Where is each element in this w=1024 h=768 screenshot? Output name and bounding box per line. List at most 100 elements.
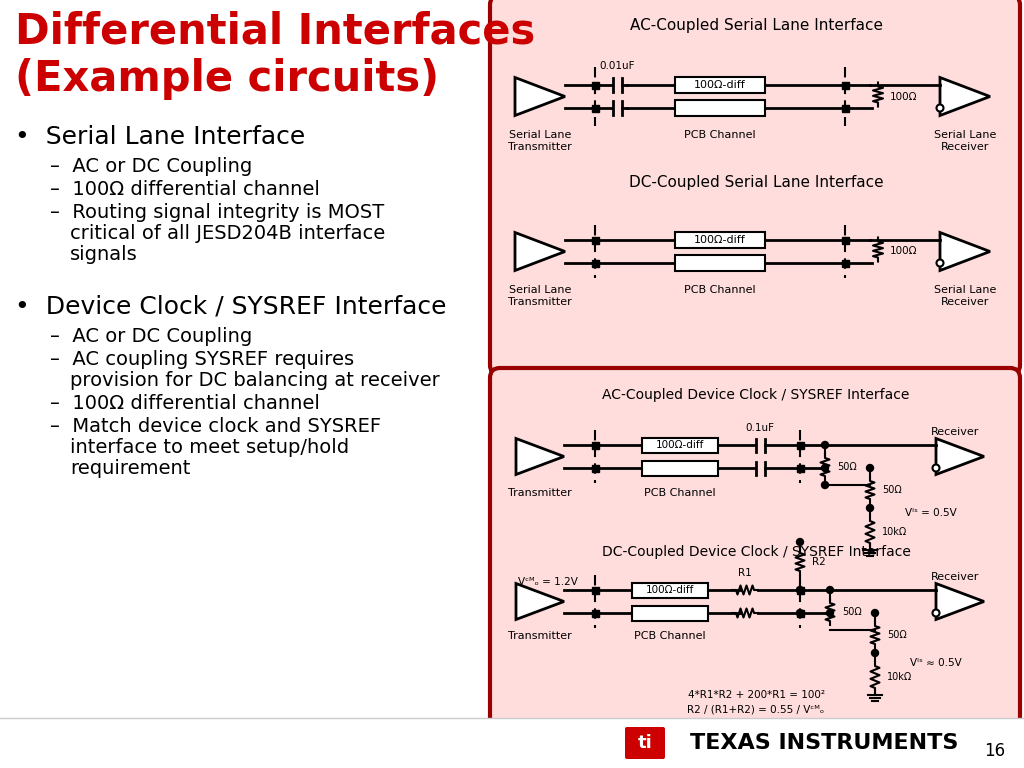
Bar	[632, 605, 708, 621]
Text: 100Ω-diff: 100Ω-diff	[655, 440, 705, 450]
FancyBboxPatch shape	[490, 0, 1020, 375]
Polygon shape	[936, 439, 984, 475]
Text: 100Ω-diff: 100Ω-diff	[646, 585, 694, 595]
Text: –  AC coupling SYSREF requires: – AC coupling SYSREF requires	[50, 350, 354, 369]
Circle shape	[866, 465, 873, 472]
Bar	[632, 582, 708, 598]
Text: 100Ω-diff: 100Ω-diff	[694, 80, 745, 90]
Text: Receiver: Receiver	[931, 427, 979, 437]
Bar	[642, 438, 718, 452]
Text: 100Ω-diff: 100Ω-diff	[694, 235, 745, 245]
Circle shape	[871, 650, 879, 657]
Circle shape	[933, 465, 939, 472]
Bar	[592, 442, 598, 449]
Text: Vᴵˢ ≈ 0.5V: Vᴵˢ ≈ 0.5V	[910, 658, 962, 668]
Text: signals: signals	[70, 245, 138, 264]
Text: 0.1uF: 0.1uF	[745, 423, 774, 433]
Text: DC-Coupled Device Clock / SYSREF Interface: DC-Coupled Device Clock / SYSREF Interfa…	[601, 545, 910, 559]
Text: 50Ω: 50Ω	[842, 607, 862, 617]
Text: Serial Lane
Transmitter: Serial Lane Transmitter	[508, 285, 571, 306]
FancyBboxPatch shape	[625, 727, 665, 759]
Text: Receiver: Receiver	[931, 572, 979, 582]
Text: •  Device Clock / SYSREF Interface: • Device Clock / SYSREF Interface	[15, 295, 446, 319]
Text: PCB Channel: PCB Channel	[644, 488, 716, 498]
Text: Vᴵˢ = 0.5V: Vᴵˢ = 0.5V	[905, 508, 956, 518]
Text: AC-Coupled Device Clock / SYSREF Interface: AC-Coupled Device Clock / SYSREF Interfa…	[602, 388, 909, 402]
Text: PCB Channel: PCB Channel	[684, 285, 756, 295]
Text: TEXAS INSTRUMENTS: TEXAS INSTRUMENTS	[690, 733, 958, 753]
Circle shape	[871, 610, 879, 617]
Text: R1: R1	[738, 568, 752, 578]
Bar	[642, 461, 718, 475]
FancyBboxPatch shape	[490, 368, 1020, 756]
Polygon shape	[515, 233, 565, 270]
Circle shape	[933, 610, 939, 617]
Text: •  Serial Lane Interface: • Serial Lane Interface	[15, 125, 305, 149]
Circle shape	[821, 482, 828, 488]
Text: Serial Lane
Receiver: Serial Lane Receiver	[934, 130, 996, 151]
Text: Transmitter: Transmitter	[508, 488, 571, 498]
Circle shape	[797, 610, 804, 617]
Bar	[592, 237, 598, 243]
Text: –  100Ω differential channel: – 100Ω differential channel	[50, 394, 319, 413]
Text: R2 / (R1+R2) = 0.55 / Vᶜᴹₒ: R2 / (R1+R2) = 0.55 / Vᶜᴹₒ	[687, 704, 824, 714]
Text: critical of all JESD204B interface: critical of all JESD204B interface	[70, 224, 385, 243]
Text: –  AC or DC Coupling: – AC or DC Coupling	[50, 327, 252, 346]
Circle shape	[937, 260, 943, 266]
Bar	[675, 255, 765, 271]
Bar	[797, 465, 804, 472]
Circle shape	[821, 465, 828, 472]
Text: Serial Lane
Transmitter: Serial Lane Transmitter	[508, 130, 571, 151]
Text: –  AC or DC Coupling: – AC or DC Coupling	[50, 157, 252, 176]
Bar	[675, 232, 765, 248]
Text: interface to meet setup/hold: interface to meet setup/hold	[70, 438, 349, 457]
Bar	[797, 442, 804, 449]
Bar	[797, 610, 804, 617]
Circle shape	[797, 587, 804, 594]
Text: AC-Coupled Serial Lane Interface: AC-Coupled Serial Lane Interface	[630, 18, 883, 33]
Circle shape	[866, 505, 873, 511]
Text: Iᴵᶜ (Each Side)= Vᶜᴹₒ / (R1+R2): Iᴵᶜ (Each Side)= Vᶜᴹₒ / (R1+R2)	[677, 718, 835, 728]
Bar	[797, 587, 804, 594]
Text: ti: ti	[638, 734, 652, 752]
Text: 10kΩ: 10kΩ	[882, 527, 907, 537]
Text: requirement: requirement	[70, 459, 190, 478]
Text: –  Routing signal integrity is MOST: – Routing signal integrity is MOST	[50, 203, 384, 222]
Bar	[592, 81, 598, 88]
Bar	[675, 77, 765, 93]
Text: (Example circuits): (Example circuits)	[15, 58, 439, 100]
Text: Vᶜᴹₒ = 1.2V: R1 = 32.3Ω, R2 = 27.3Ω, Iᴵᶜ = 20.1mA: Vᶜᴹₒ = 1.2V: R1 = 32.3Ω, R2 = 27.3Ω, Iᴵᶜ…	[624, 732, 888, 742]
Polygon shape	[515, 78, 565, 115]
Bar	[842, 104, 849, 111]
Circle shape	[797, 538, 804, 545]
Text: Serial Lane
Receiver: Serial Lane Receiver	[934, 285, 996, 306]
Text: DC-Coupled Serial Lane Interface: DC-Coupled Serial Lane Interface	[629, 175, 884, 190]
Bar	[592, 610, 598, 617]
Polygon shape	[940, 233, 990, 270]
Text: –  100Ω differential channel: – 100Ω differential channel	[50, 180, 319, 199]
Bar	[592, 587, 598, 594]
Text: Differential Interfaces: Differential Interfaces	[15, 10, 536, 52]
Bar	[842, 81, 849, 88]
Text: Vᶜᴹₒ = 1.2V: Vᶜᴹₒ = 1.2V	[518, 577, 578, 587]
Text: 10kΩ: 10kΩ	[887, 672, 912, 682]
Circle shape	[937, 104, 943, 111]
Bar	[842, 237, 849, 243]
Text: 16: 16	[984, 742, 1005, 760]
Text: 4*R1*R2 + 200*R1 = 100²: 4*R1*R2 + 200*R1 = 100²	[687, 690, 824, 700]
Bar	[0, 718, 1024, 768]
Bar	[675, 100, 765, 116]
Text: provision for DC balancing at receiver: provision for DC balancing at receiver	[70, 371, 439, 390]
Text: 0.01uF: 0.01uF	[599, 61, 635, 71]
Circle shape	[821, 442, 828, 449]
Bar	[592, 465, 598, 472]
Polygon shape	[936, 584, 984, 620]
Circle shape	[826, 587, 834, 594]
Text: PCB Channel: PCB Channel	[684, 130, 756, 140]
Bar	[592, 104, 598, 111]
Text: R2: R2	[812, 557, 825, 567]
Text: PCB Channel: PCB Channel	[634, 631, 706, 641]
Polygon shape	[940, 78, 990, 115]
Text: 50Ω: 50Ω	[837, 462, 857, 472]
Bar	[842, 260, 849, 266]
